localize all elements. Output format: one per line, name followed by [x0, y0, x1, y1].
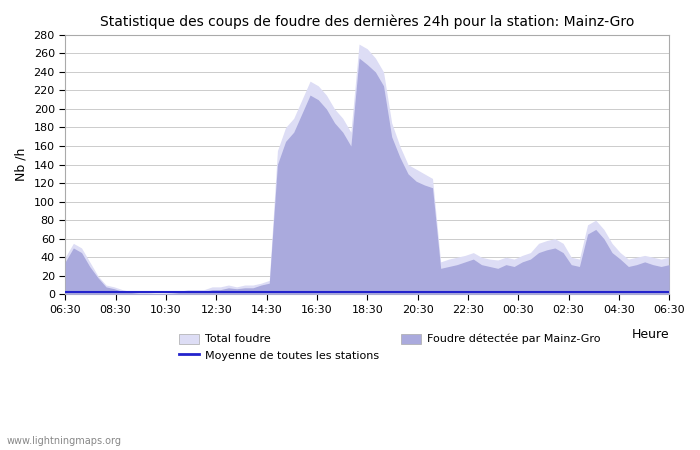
- Legend: Total foudre, Moyenne de toutes les stations, Foudre détectée par Mainz-Gro: Total foudre, Moyenne de toutes les stat…: [179, 333, 601, 361]
- Text: Heure: Heure: [631, 328, 669, 341]
- Title: Statistique des coups de foudre des dernières 24h pour la station: Mainz-Gro: Statistique des coups de foudre des dern…: [100, 15, 634, 30]
- Y-axis label: Nb /h: Nb /h: [15, 148, 28, 181]
- Text: www.lightningmaps.org: www.lightningmaps.org: [7, 436, 122, 446]
